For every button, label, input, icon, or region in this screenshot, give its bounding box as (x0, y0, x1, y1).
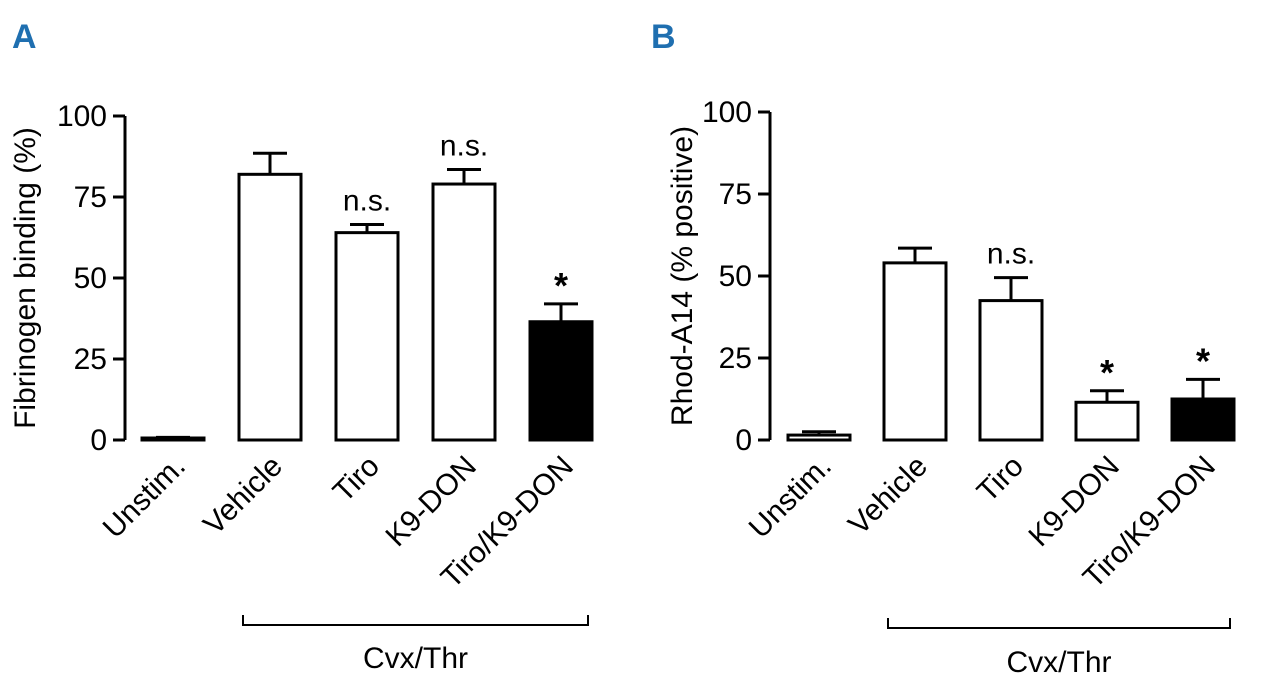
bar-3 (978, 299, 1044, 442)
category-label-2: Vehicle (197, 450, 289, 542)
panel-letter-a: A (12, 18, 37, 56)
significance-label-4: n.s. (440, 129, 488, 162)
significance-label-3: n.s. (343, 185, 391, 218)
y-tick-label: 100 (702, 96, 752, 129)
y-tick-label: 25 (719, 342, 752, 375)
y-tick-label: 100 (57, 100, 107, 133)
bar-1 (786, 433, 852, 442)
bar-4 (1074, 400, 1140, 442)
y-axis-title: Fibrinogen binding (%) (9, 127, 42, 429)
significance-label-4: * (1100, 352, 1114, 393)
group-label: Cvx/Thr (1007, 646, 1112, 679)
category-label-3: Tiro (327, 450, 386, 509)
group-label: Cvx/Thr (363, 642, 468, 675)
significance-label-3: n.s. (987, 238, 1035, 271)
panel-a-chart: A 0 25 50 75 100 Fibrinogen binding (%) Unstim.… (9, 18, 594, 675)
y-tick-label: 0 (735, 424, 752, 457)
category-label-2: Vehicle (842, 450, 934, 542)
category-label-1: Unstim. (743, 450, 838, 545)
bar-2 (882, 261, 948, 442)
bar-2 (237, 172, 303, 442)
significance-label-5: * (1196, 340, 1210, 381)
bar-5 (1170, 397, 1236, 442)
group-bracket (242, 615, 589, 626)
panel-letter-b: B (651, 18, 676, 56)
y-tick-label: 75 (719, 178, 752, 211)
significance-label-5: * (554, 265, 568, 306)
group-bracket (887, 618, 1231, 629)
bar-5 (528, 320, 594, 442)
bar-3 (334, 231, 400, 442)
category-label-3: Tiro (971, 450, 1030, 509)
category-label-1: Unstim. (97, 450, 192, 545)
y-axis-title: Rhod-A14 (% positive) (666, 126, 699, 426)
bar-4 (431, 182, 497, 442)
y-tick-label: 0 (90, 424, 107, 457)
y-tick-label: 75 (74, 181, 107, 214)
y-tick-label: 25 (74, 343, 107, 376)
y-tick-label: 50 (74, 262, 107, 295)
y-tick-label: 50 (719, 260, 752, 293)
